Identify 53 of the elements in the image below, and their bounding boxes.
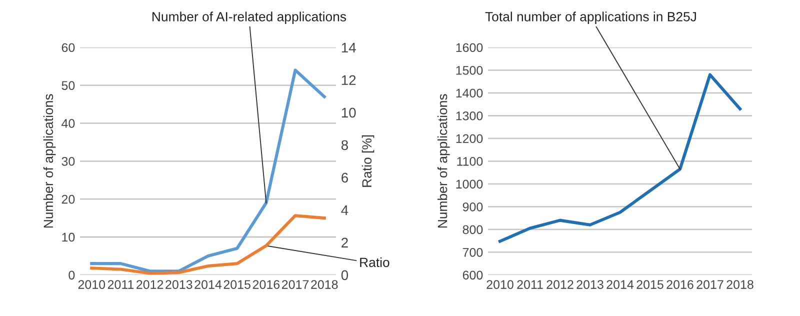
x-tick-label: 2018 [311,280,338,289]
y-tick-label: 1200 [456,134,483,144]
y-tick-label: 10 [62,232,75,242]
y2-tick-label: 4 [341,205,348,215]
x-tick-label: 2012 [136,280,164,289]
y2-tick-label: 0 [341,270,348,280]
annotation: Total number of applications in B25J [485,12,696,24]
y2-tick-label: 10 [342,108,356,118]
y-tick-label: 50 [62,81,75,90]
y-tick-label: 1400 [456,88,483,98]
y-tick-label: 20 [62,194,75,204]
line-series [90,68,326,273]
y-tick-label: 0 [68,270,75,280]
line-series [90,214,326,275]
x-tick-label: 2014 [194,280,222,289]
y-tick-label: 40 [62,119,75,128]
annotation: Ratio [360,257,390,268]
x-tick-label: 2015 [224,280,250,289]
x-tick-label: 2013 [166,280,192,289]
x-tick-label: 2010 [78,280,106,289]
y-tick-label: 60 [62,43,75,52]
x-tick-label: 2016 [252,280,280,289]
y-tick-label: 1500 [456,66,483,75]
x-tick-label: 2011 [517,280,543,289]
y-tick-label: 1600 [456,43,483,52]
x-tick-label: 2017 [282,280,309,289]
x-tick-label: 2010 [486,280,514,289]
annotation: Number of AI-related applications [152,12,346,24]
y2-axis-title: Ratio [%] [362,135,374,187]
x-tick-label: 2016 [666,280,694,289]
y2-tick-label: 14 [342,42,356,52]
y2-tick-label: 8 [341,140,348,150]
y-tick-label: 30 [62,156,75,166]
x-tick-label: 2012 [546,280,574,289]
y-tick-label: 800 [462,225,483,234]
y-axis-title: Number of applications [43,94,56,228]
x-tick-label: 2011 [108,280,134,289]
x-tick-label: 2018 [726,280,754,289]
y-tick-label: 1300 [456,111,483,120]
y2-tick-label: 12 [342,75,356,85]
y-tick-label: 1100 [457,156,483,166]
y-tick-label: 1000 [456,180,483,189]
x-tick-label: 2017 [696,280,724,289]
y2-tick-label: 6 [342,172,348,183]
x-tick-label: 2015 [636,280,664,289]
line-series [498,73,742,243]
x-tick-label: 2013 [576,280,604,289]
y2-tick-label: 2 [342,238,348,248]
y-tick-label: 600 [462,270,483,280]
y-tick-label: 900 [462,202,483,212]
y-tick-label: 700 [462,248,483,257]
x-tick-label: 2014 [606,280,634,289]
y-axis-title: Number of applications [437,94,450,228]
